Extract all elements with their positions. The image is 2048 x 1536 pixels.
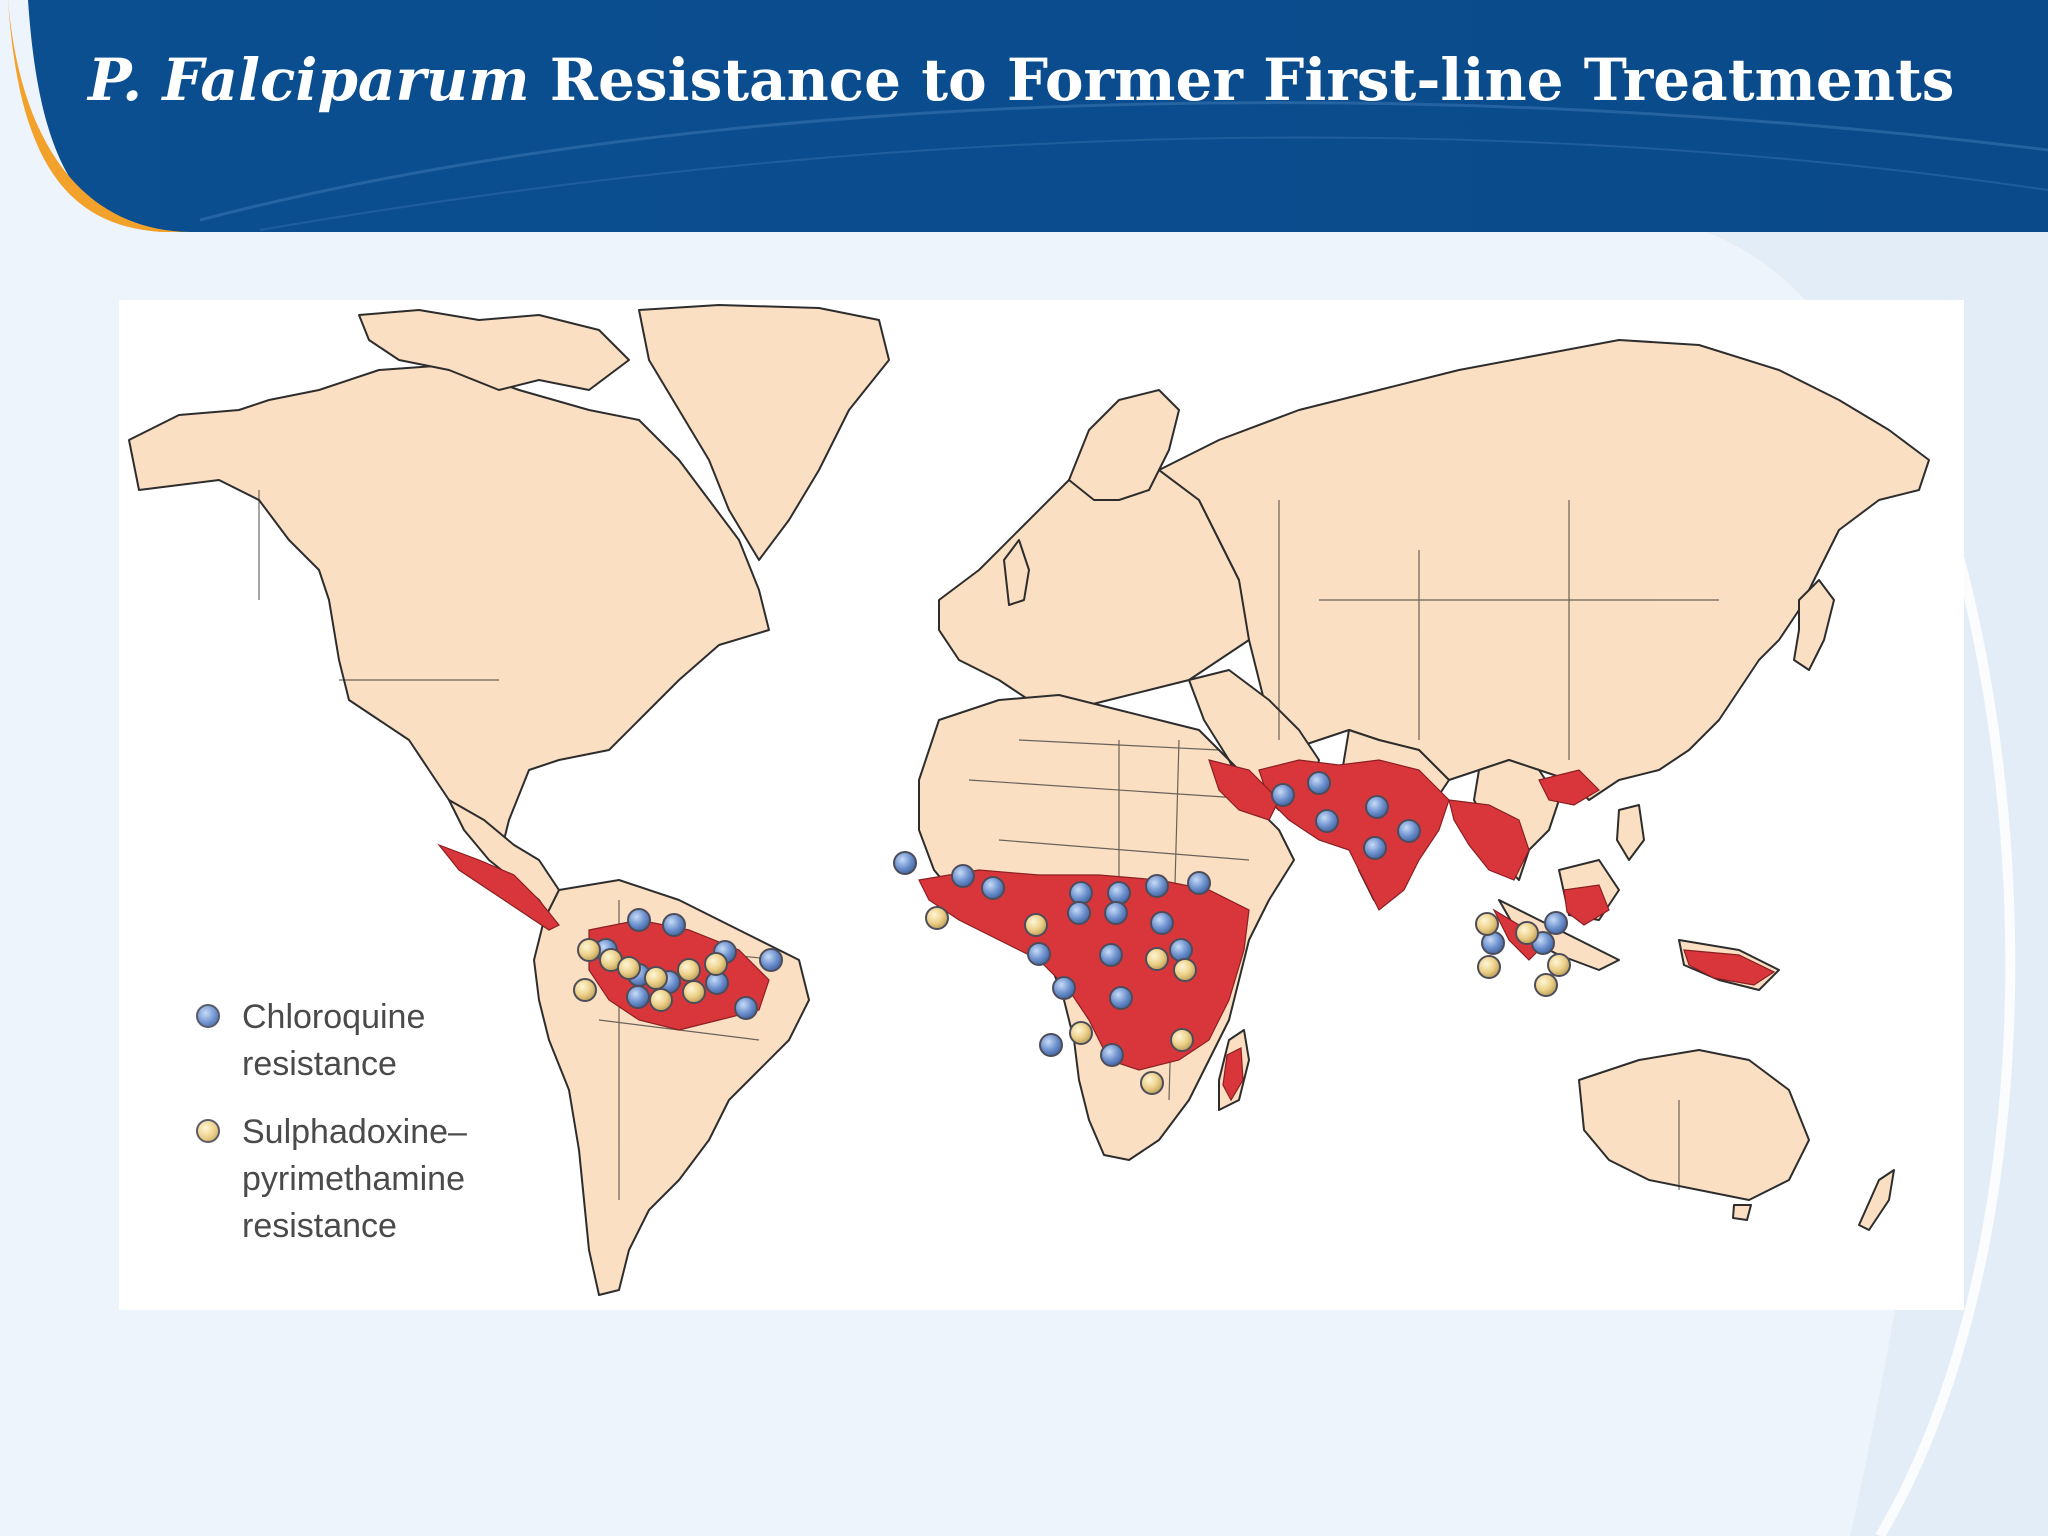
chloroquine-resistance-marker	[1109, 986, 1133, 1010]
chloroquine-resistance-marker	[951, 864, 975, 888]
sp-resistance-marker	[677, 958, 701, 982]
resistance-markers	[573, 771, 1571, 1095]
resistance-area-mainland-se-asia	[1448, 799, 1530, 881]
sp-resistance-marker	[925, 906, 949, 930]
chloroquine-resistance-marker	[893, 851, 917, 875]
legend-line: Sulphadoxine–	[242, 1113, 467, 1151]
chloroquine-resistance-marker	[1069, 881, 1093, 905]
legend-line: pyrimethamine	[242, 1160, 465, 1198]
resistance-area-new-guinea	[1683, 949, 1776, 986]
slide-title: P. Falciparum Resistance to Former First…	[88, 46, 1954, 114]
sp-resistance-marker	[1170, 1028, 1194, 1052]
chloroquine-resistance-marker	[662, 913, 686, 937]
tasmania	[1732, 1204, 1752, 1221]
greenland	[638, 304, 890, 561]
scandinavia	[1068, 389, 1180, 501]
chloroquine-resistance-marker	[1271, 783, 1295, 807]
chloroquine-resistance-marker	[1107, 881, 1131, 905]
resistance-area-central-america	[437, 843, 560, 931]
japan	[1793, 579, 1835, 671]
sp-resistance-marker	[704, 952, 728, 976]
chloroquine-resistance-marker	[1187, 871, 1211, 895]
sp-resistance-marker	[1140, 1071, 1164, 1095]
world-resistance-map: Chloroquine resistance Sulphadoxine– pyr…	[119, 300, 1964, 1310]
resistance-area-arabia	[1208, 759, 1280, 821]
sp-resistance-marker	[649, 988, 673, 1012]
legend-sp-label: Sulphadoxine– pyrimethamine resistance	[242, 1109, 467, 1250]
chloroquine-resistance-marker	[759, 948, 783, 972]
chloroquine-resistance-marker	[734, 996, 758, 1020]
chloroquine-resistance-marker	[1100, 1043, 1124, 1067]
resistance-area-madagascar	[1222, 1047, 1244, 1102]
sp-resistance-marker	[1024, 913, 1048, 937]
sp-resistance-marker	[1515, 921, 1539, 945]
legend-sulphadoxine-pyrimethamine: Sulphadoxine– pyrimethamine resistance	[196, 1109, 467, 1250]
chloroquine-resistance-marker	[1169, 938, 1193, 962]
sp-resistance-marker	[1173, 958, 1197, 982]
sp-resistance-marker	[1145, 947, 1169, 971]
chloroquine-resistance-marker	[1039, 1033, 1063, 1057]
chloroquine-resistance-marker	[1365, 795, 1389, 819]
north-america	[128, 364, 770, 861]
britain	[1003, 539, 1030, 606]
chloroquine-resistance-marker	[1150, 911, 1174, 935]
legend-line: resistance	[242, 1207, 397, 1245]
australia	[1578, 1049, 1810, 1201]
sp-resistance-marker	[617, 956, 641, 980]
sulphadoxine-marker-icon	[196, 1119, 220, 1143]
sp-resistance-marker	[1069, 1021, 1093, 1045]
arctic-islands	[358, 309, 630, 391]
sp-resistance-marker	[1477, 955, 1501, 979]
legend-line: Chloroquine	[242, 998, 426, 1036]
chloroquine-resistance-marker	[1363, 836, 1387, 860]
chloroquine-resistance-marker	[1099, 943, 1123, 967]
chloroquine-resistance-marker	[627, 908, 651, 932]
chloroquine-resistance-marker	[1307, 771, 1331, 795]
chloroquine-resistance-marker	[1067, 901, 1091, 925]
title-main-part: Resistance to Former First-line Treatmen…	[529, 46, 1955, 114]
chloroquine-resistance-marker	[1544, 911, 1568, 935]
title-italic-part: P. Falciparum	[88, 46, 530, 114]
header-band	[0, 0, 2048, 232]
sp-resistance-marker	[1534, 973, 1558, 997]
sp-resistance-marker	[682, 980, 706, 1004]
resistance-area-south-china	[1538, 769, 1600, 806]
resistance-area-borneo	[1563, 884, 1610, 926]
philippines	[1616, 804, 1645, 861]
sp-resistance-marker	[1547, 953, 1571, 977]
sp-resistance-marker	[577, 938, 601, 962]
chloroquine-marker-icon	[196, 1004, 220, 1028]
sp-resistance-marker	[1475, 912, 1499, 936]
legend-chloroquine: Chloroquine resistance	[196, 994, 425, 1088]
sp-resistance-marker	[573, 978, 597, 1002]
new-zealand	[1858, 1169, 1895, 1231]
world-map	[128, 304, 1930, 1296]
chloroquine-resistance-marker	[1027, 942, 1051, 966]
chloroquine-resistance-marker	[1052, 976, 1076, 1000]
chloroquine-resistance-marker	[981, 876, 1005, 900]
legend-chloroquine-label: Chloroquine resistance	[242, 994, 425, 1088]
chloroquine-resistance-marker	[1397, 819, 1421, 843]
sp-resistance-marker	[644, 966, 668, 990]
legend-line: resistance	[242, 1045, 397, 1083]
chloroquine-resistance-marker	[626, 985, 650, 1009]
resistance-area-south-asia	[1258, 759, 1450, 911]
chloroquine-resistance-marker	[1145, 874, 1169, 898]
chloroquine-resistance-marker	[1104, 901, 1128, 925]
chloroquine-resistance-marker	[1315, 809, 1339, 833]
